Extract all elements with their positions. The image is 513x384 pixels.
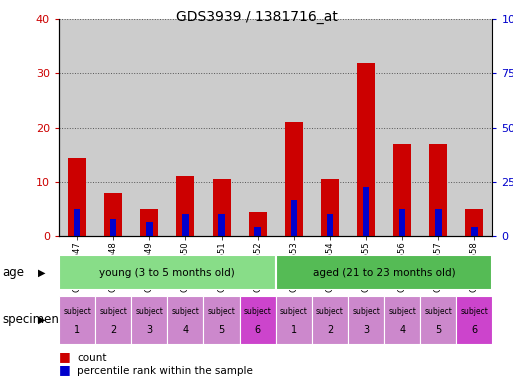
Bar — [146, 222, 152, 236]
Text: 5: 5 — [219, 325, 225, 335]
Bar — [182, 214, 189, 236]
Text: ■: ■ — [59, 350, 71, 363]
Text: subject: subject — [280, 306, 308, 316]
Text: specimen: specimen — [3, 313, 60, 326]
Bar — [104, 193, 122, 236]
Bar — [59, 296, 95, 344]
Text: GDS3939 / 1381716_at: GDS3939 / 1381716_at — [175, 10, 338, 23]
Text: age: age — [3, 266, 25, 279]
Text: count: count — [77, 353, 107, 363]
Bar — [363, 187, 369, 236]
Text: 6: 6 — [471, 325, 478, 335]
Bar — [285, 122, 303, 236]
Bar — [393, 144, 411, 236]
Text: subject: subject — [244, 306, 271, 316]
Bar — [384, 296, 420, 344]
Text: subject: subject — [388, 306, 416, 316]
Text: 2: 2 — [110, 325, 116, 335]
Bar — [457, 19, 492, 236]
Bar — [465, 209, 483, 236]
Text: 2: 2 — [327, 325, 333, 335]
Bar — [219, 214, 225, 236]
Bar — [275, 19, 312, 236]
Bar — [399, 209, 405, 236]
Bar — [212, 179, 230, 236]
Bar — [357, 63, 375, 236]
Bar — [240, 296, 275, 344]
Text: subject: subject — [171, 306, 200, 316]
Bar — [240, 19, 275, 236]
Bar — [131, 19, 167, 236]
Text: percentile rank within the sample: percentile rank within the sample — [77, 366, 253, 376]
Bar — [110, 219, 116, 236]
Text: subject: subject — [352, 306, 380, 316]
Text: 5: 5 — [435, 325, 441, 335]
Bar — [435, 209, 442, 236]
Bar — [176, 177, 194, 236]
Bar — [204, 19, 240, 236]
Bar — [95, 19, 131, 236]
Bar — [167, 296, 204, 344]
Bar — [59, 255, 275, 290]
Bar — [249, 212, 267, 236]
Bar — [429, 144, 447, 236]
Text: 4: 4 — [399, 325, 405, 335]
Text: subject: subject — [63, 306, 91, 316]
Text: subject: subject — [135, 306, 163, 316]
Text: ■: ■ — [59, 363, 71, 376]
Text: 3: 3 — [146, 325, 152, 335]
Bar — [471, 227, 478, 236]
Bar — [420, 296, 457, 344]
Bar — [327, 214, 333, 236]
Bar — [204, 296, 240, 344]
Bar — [95, 296, 131, 344]
Text: ▶: ▶ — [38, 268, 46, 278]
Text: subject: subject — [99, 306, 127, 316]
Bar — [321, 179, 339, 236]
Text: 6: 6 — [254, 325, 261, 335]
Text: 1: 1 — [74, 325, 80, 335]
Bar — [254, 227, 261, 236]
Text: 1: 1 — [291, 325, 297, 335]
Text: 4: 4 — [182, 325, 188, 335]
Bar — [312, 19, 348, 236]
Bar — [275, 296, 312, 344]
Bar — [275, 255, 492, 290]
Text: subject: subject — [316, 306, 344, 316]
Bar — [167, 19, 204, 236]
Bar — [348, 296, 384, 344]
Bar — [348, 19, 384, 236]
Text: subject: subject — [424, 306, 452, 316]
Bar — [312, 296, 348, 344]
Bar — [140, 209, 159, 236]
Bar — [384, 19, 420, 236]
Bar — [457, 296, 492, 344]
Bar — [420, 19, 457, 236]
Text: 3: 3 — [363, 325, 369, 335]
Bar — [131, 296, 167, 344]
Text: ▶: ▶ — [38, 314, 46, 325]
Text: subject: subject — [208, 306, 235, 316]
Text: young (3 to 5 months old): young (3 to 5 months old) — [100, 268, 235, 278]
Bar — [68, 157, 86, 236]
Text: aged (21 to 23 months old): aged (21 to 23 months old) — [313, 268, 456, 278]
Text: subject: subject — [461, 306, 488, 316]
Bar — [74, 209, 81, 236]
Bar — [59, 19, 95, 236]
Bar — [290, 200, 297, 236]
